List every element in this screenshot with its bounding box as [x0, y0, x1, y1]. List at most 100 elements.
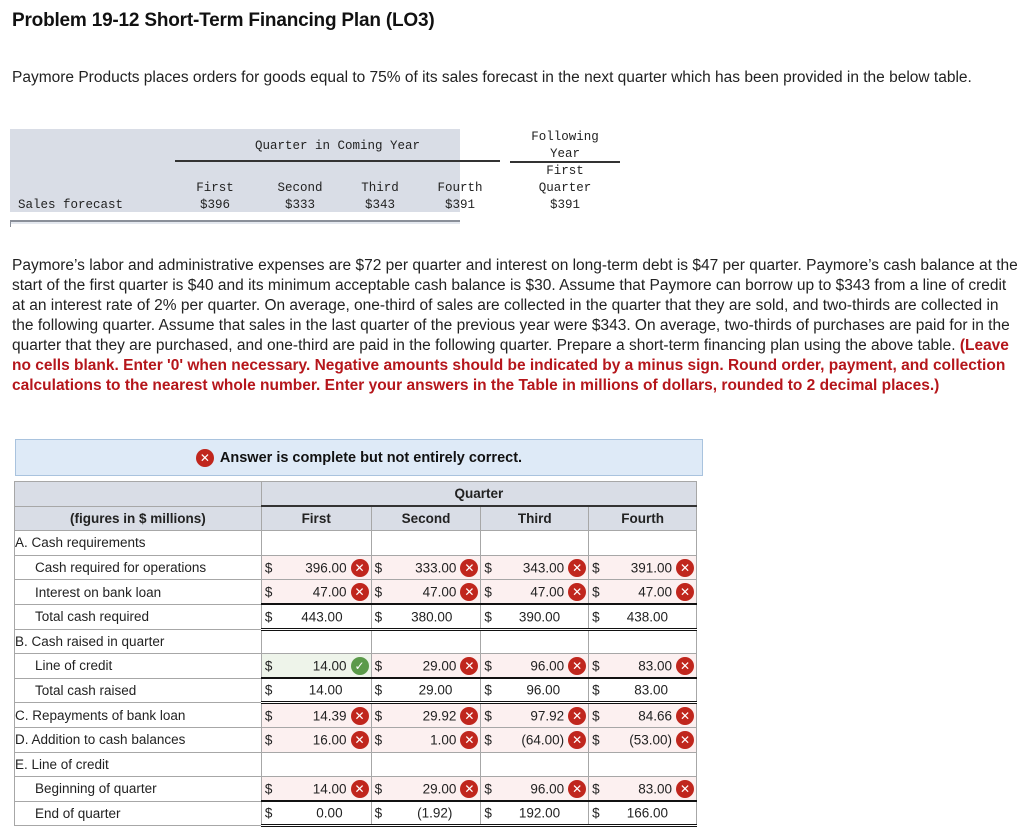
x-circle-icon: ✕ — [195, 448, 214, 467]
answer-input-second[interactable]: $47.00 ✕ — [370, 579, 482, 605]
currency-symbol: $ — [264, 732, 273, 748]
incorrect-x-icon: ✕ — [350, 706, 369, 725]
computed-value-third: $390.00 — [480, 603, 590, 631]
answer-input-fourth[interactable]: $84.66 ✕ — [588, 702, 697, 728]
incorrect-x-icon: ✕ — [676, 582, 694, 601]
cell-value[interactable]: 84.66 — [638, 708, 672, 724]
row-label: End of quarter — [14, 800, 262, 827]
computed-value-fourth: $83.00 — [588, 677, 697, 705]
cell-value[interactable]: 47.00 — [530, 584, 565, 600]
answer-input-first[interactable]: $14.39 ✕ — [260, 702, 372, 728]
figures-label-header: (figures in $ millions) — [14, 505, 262, 532]
currency-symbol: $ — [592, 560, 600, 576]
table-row-interest: Interest on bank loan $47.00 ✕ $47.00 ✕ $47.0… — [14, 579, 697, 605]
incorrect-x-icon: ✕ — [350, 558, 369, 577]
incorrect-x-icon: ✕ — [460, 558, 479, 577]
answer-input-third[interactable]: $47.00 ✕ — [480, 579, 590, 605]
answer-input-first[interactable]: $396.00 ✕ — [260, 554, 372, 581]
incorrect-x-icon: ✕ — [676, 558, 694, 577]
answer-input-second[interactable]: $333.00 ✕ — [370, 554, 482, 581]
incorrect-x-icon: ✕ — [460, 779, 479, 798]
computed-value-first: $0.00 — [260, 800, 372, 828]
answer-input-first[interactable]: $16.00 ✕ — [260, 726, 372, 753]
answer-input-fourth[interactable]: $83.00 ✕ — [588, 653, 697, 679]
table-row-cash-ops: Cash required for operations $396.00 ✕ $333… — [14, 554, 697, 581]
result-banner-text: Answer is complete but not entirely corr… — [219, 449, 523, 466]
cell-value[interactable]: 29.00 — [422, 781, 457, 797]
cell-value[interactable]: 29.92 — [422, 708, 457, 724]
answer-input-first[interactable]: $14.00 ✕ — [260, 776, 372, 802]
cell-value[interactable]: 16.00 — [312, 732, 347, 748]
computed-value-first: $443.00 — [260, 603, 372, 631]
answer-input-fourth[interactable]: $ (53.00) ✕ — [588, 726, 697, 753]
table-row-line-credit: Line of credit $14.00 ✓ $29.00 ✕ $96.00 ✕ $83.0… — [14, 653, 697, 679]
answer-input-first[interactable]: $47.00 ✕ — [260, 579, 372, 605]
cell-value[interactable]: 83.00 — [638, 658, 672, 674]
cell-value: 0.00 — [316, 805, 343, 821]
table-row-total-raised: Total cash raised $14.00 $29.00 $96.00 $83.0… — [14, 677, 697, 705]
currency-symbol: $ — [484, 584, 492, 600]
cell-value[interactable]: 343.00 — [522, 560, 565, 576]
sales-value-following: $391 — [549, 198, 580, 212]
answer-input-third[interactable]: $343.00 ✕ — [480, 554, 590, 581]
answer-input-third[interactable]: $ (64.00) ✕ — [480, 726, 590, 753]
cell-value[interactable]: 396.00 — [305, 560, 347, 576]
currency-symbol: $ — [374, 781, 383, 797]
sales-value-second: $333 — [284, 198, 315, 212]
cell-value[interactable]: 96.00 — [530, 658, 565, 674]
cell-value[interactable]: 14.00 — [312, 781, 347, 797]
answer-input-third[interactable]: $96.00 ✕ — [480, 653, 590, 679]
currency-symbol: $ — [264, 805, 273, 821]
currency-symbol: $ — [264, 708, 273, 724]
incorrect-x-icon: ✕ — [568, 730, 587, 749]
computed-value-second: $380.00 — [370, 603, 482, 631]
row-label: Total cash required — [14, 603, 262, 630]
computed-value-second: $29.00 — [370, 677, 482, 705]
cell-value[interactable]: 96.00 — [530, 781, 565, 797]
cell-value: 14.00 — [308, 682, 343, 698]
col-fourth: Fourth — [588, 505, 697, 532]
currency-symbol: $ — [374, 805, 383, 821]
sales-value-first: $396 — [199, 198, 230, 212]
currency-symbol: $ — [264, 682, 273, 698]
answer-input-third[interactable]: $96.00 ✕ — [480, 776, 590, 802]
cell-value[interactable]: 391.00 — [630, 560, 672, 576]
incorrect-x-icon: ✕ — [350, 582, 369, 601]
cell-value[interactable]: (53.00) — [629, 732, 672, 748]
sales-value-third: $343 — [364, 198, 395, 212]
answer-input-fourth[interactable]: $47.00 ✕ — [588, 579, 697, 605]
answer-input-second[interactable]: $29.00 ✕ — [370, 776, 482, 802]
cell-value[interactable]: 47.00 — [638, 584, 672, 600]
sales-col-second: Second — [277, 181, 323, 195]
cell-value[interactable]: (64.00) — [521, 732, 565, 748]
table-row-addition: D. Addition to cash balances $16.00 ✕ $1.00… — [14, 726, 697, 753]
problem-title: Problem 19-12 Short-Term Financing Plan … — [12, 10, 435, 31]
group-header-rule — [175, 160, 500, 162]
answer-input-fourth[interactable]: $83.00 ✕ — [588, 776, 697, 802]
incorrect-x-icon: ✕ — [350, 779, 369, 798]
answer-input-fourth[interactable]: $391.00 ✕ — [588, 554, 697, 581]
cell-value[interactable]: 47.00 — [312, 584, 347, 600]
answer-input-second[interactable]: $29.00 ✕ — [370, 653, 482, 679]
table-row-beginning: Beginning of quarter $14.00 ✕ $29.00 ✕ $96.00… — [14, 776, 697, 802]
table-row-total-required: Total cash required $443.00 $380.00 $390.00… — [14, 603, 697, 631]
currency-symbol: $ — [592, 584, 600, 600]
answer-input-second[interactable]: $1.00 ✕ — [370, 726, 482, 753]
computed-value-third: $96.00 — [480, 677, 590, 705]
cell-value[interactable]: 47.00 — [422, 584, 457, 600]
incorrect-x-icon: ✕ — [350, 730, 369, 749]
incorrect-x-icon: ✕ — [460, 656, 479, 675]
section-row: B. Cash raised in quarter — [14, 628, 697, 655]
cell-value[interactable]: 1.00 — [430, 732, 457, 748]
cell-value[interactable]: 29.00 — [422, 658, 457, 674]
cell-value[interactable]: 333.00 — [415, 560, 457, 576]
cell-value[interactable]: 14.39 — [312, 708, 347, 724]
cell-value: 96.00 — [526, 682, 561, 698]
answer-input-first[interactable]: $14.00 ✓ — [260, 653, 372, 679]
cell-value[interactable]: 97.92 — [530, 708, 565, 724]
answer-input-second[interactable]: $29.92 ✕ — [370, 702, 482, 728]
answer-input-third[interactable]: $97.92 ✕ — [480, 702, 590, 728]
cell-value[interactable]: 14.00 — [312, 658, 347, 674]
col-first: First — [260, 505, 372, 532]
cell-value[interactable]: 83.00 — [638, 781, 672, 797]
